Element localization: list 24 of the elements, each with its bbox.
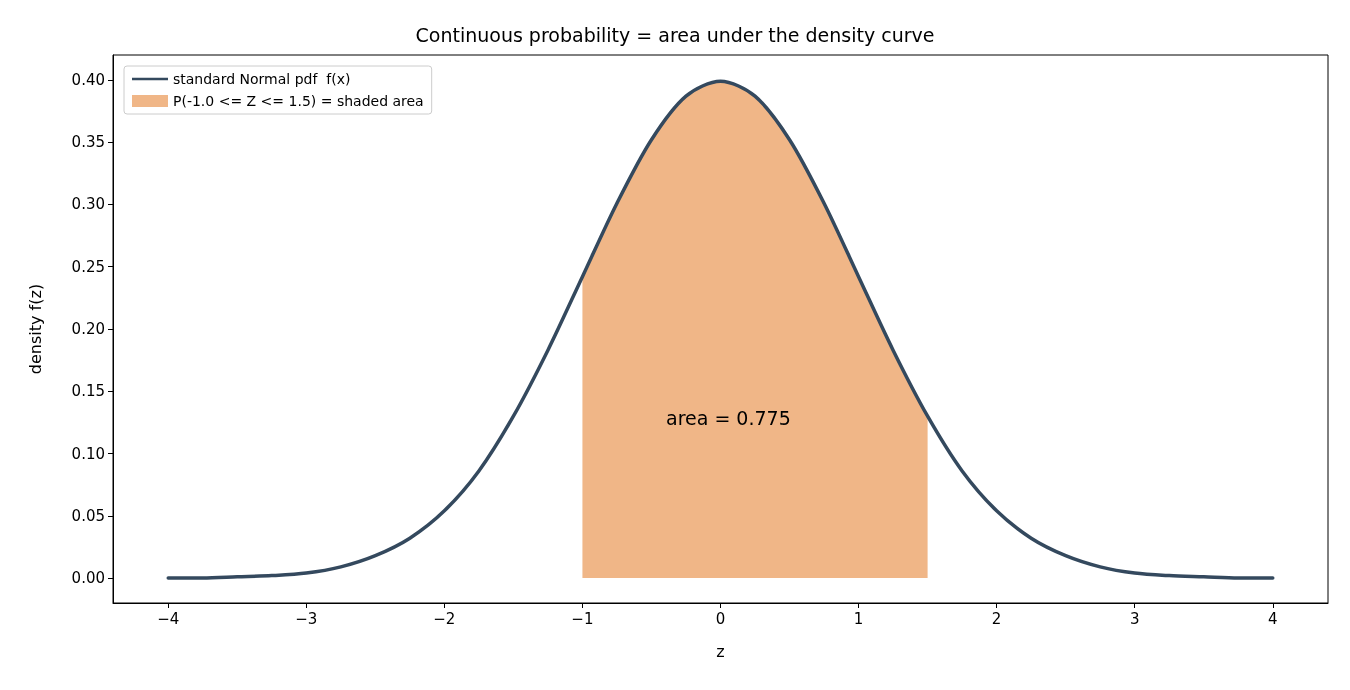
x-tick-label: 2 (991, 609, 1002, 628)
y-tick-label: 0.30 (71, 195, 105, 214)
x-tick-label: −3 (295, 609, 318, 628)
legend-label: P(-1.0 <= Z <= 1.5) = shaded area (173, 93, 424, 109)
y-tick-label: 0.10 (71, 444, 105, 463)
y-tick-label: 0.25 (71, 257, 105, 276)
y-tick-label: 0.05 (71, 506, 105, 525)
x-tick-label: −4 (157, 609, 180, 628)
x-tick-label: 0 (715, 609, 726, 628)
x-tick-label: 3 (1129, 609, 1140, 628)
x-tick-label: 4 (1268, 609, 1278, 628)
y-axis-title: density f(z) (25, 283, 45, 375)
x-tick-label: −1 (571, 609, 594, 628)
x-axis-title: z (716, 641, 725, 661)
chart-title: Continuous probability = area under the density curve (415, 23, 935, 46)
y-tick-label: 0.20 (71, 320, 105, 338)
y-tick-label: 0.35 (71, 133, 105, 152)
annotation: area = 0.775 (666, 406, 791, 429)
x-tick-label: −2 (433, 609, 456, 628)
y-tick-label: 0.15 (71, 382, 105, 401)
y-tick-label: 0.40 (71, 70, 105, 89)
legend-label: standard Normal pdf f(x) (173, 71, 351, 87)
y-tick-label: 0.00 (71, 569, 105, 588)
x-tick-label: 1 (853, 609, 864, 628)
